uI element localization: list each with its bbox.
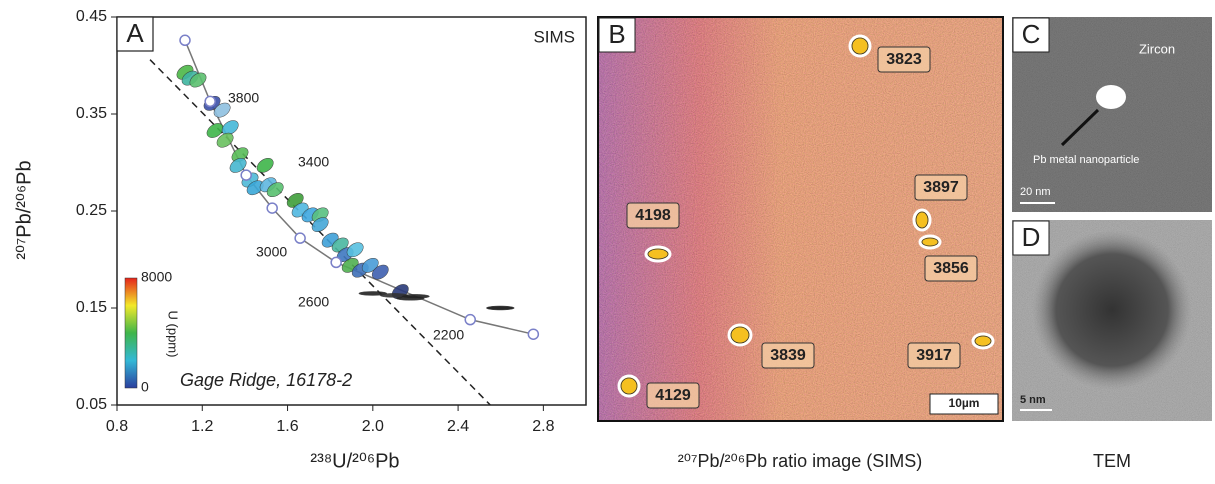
spot-ring — [848, 34, 872, 58]
analysis-ellipse — [221, 120, 239, 135]
caption: ²⁰⁷Pb/²⁰⁶Pb ratio image (SIMS) — [678, 451, 922, 471]
panel-b: B 10µm ²⁰⁷Pb/²⁰⁶Pb ratio image (SIMS) 38… — [597, 16, 1004, 471]
analysis-ellipse — [266, 182, 284, 198]
spot-ring — [617, 374, 641, 398]
concordia-point — [330, 256, 342, 269]
panel-label: C — [1022, 19, 1041, 49]
zircon-label: Zircon — [1139, 41, 1175, 56]
age-label: 3917 — [916, 347, 952, 364]
label-box — [116, 16, 154, 52]
age-box — [907, 342, 961, 369]
panel-frame — [597, 16, 1004, 422]
curve — [149, 59, 491, 405]
spot-ring-inner — [974, 335, 992, 347]
concordia-point — [204, 95, 216, 108]
analysis-ellipse — [401, 294, 430, 299]
age-label: 3897 — [923, 179, 959, 196]
x-axis-label: ²³⁸U/²⁰⁶Pb — [310, 450, 399, 472]
panel-label: A — [126, 18, 144, 48]
scale-label: 20 nm — [1020, 186, 1051, 198]
nanoparticle — [1096, 85, 1126, 109]
analysis-ellipse — [213, 102, 231, 118]
age-label: 3000 — [256, 244, 287, 260]
spot-ring — [644, 245, 672, 263]
plot-a: 3800 3400 3000 2600 2200 0 8000 — [124, 34, 540, 405]
age-box — [914, 174, 968, 201]
analysis-ellipse — [371, 264, 389, 280]
spot-ring-inner — [647, 248, 669, 260]
spot-ring-inner — [921, 237, 939, 247]
panel-label: D — [1022, 222, 1041, 252]
analysis-ellipse — [189, 72, 207, 88]
label-box — [1012, 220, 1050, 256]
analysis-ellipse — [216, 132, 234, 148]
analysis-ellipse — [206, 123, 224, 138]
age-box — [646, 382, 700, 409]
age-label: 4198 — [635, 207, 671, 224]
x-tick-label: 2.4 — [447, 418, 469, 435]
age-label: 3400 — [298, 154, 329, 170]
y-tick-label: 0.35 — [76, 105, 107, 122]
x-tick-label: 1.2 — [191, 418, 213, 435]
nanoparticle — [1032, 230, 1192, 390]
age-box — [924, 255, 978, 282]
y-tick-label: 0.05 — [76, 396, 107, 413]
label-box — [598, 17, 636, 53]
analysis-ellipse — [256, 158, 274, 173]
age-box — [761, 342, 815, 369]
spot-ring-inner — [620, 377, 638, 395]
caption: TEM — [1093, 451, 1131, 471]
x-tick-label: 0.8 — [106, 418, 128, 435]
label-box — [1012, 17, 1050, 53]
age-label: 2600 — [298, 294, 329, 310]
concordia-point — [240, 169, 252, 181]
colorbar-tick-label: 0 — [141, 379, 149, 395]
y-axis-label: ²⁰⁷Pb/²⁰⁶Pb — [13, 160, 35, 259]
colorbar-label: U (ppm) — [166, 311, 181, 358]
concordia-point — [294, 232, 306, 244]
colorbar-tick-label: 8000 — [141, 269, 172, 285]
age-label: 4129 — [655, 387, 691, 404]
spot-ring — [912, 208, 932, 232]
scale-box — [929, 393, 999, 415]
analysis-ellipse — [486, 305, 515, 311]
age-box — [877, 46, 931, 73]
plot-area — [149, 34, 540, 405]
analysis-ellipse — [229, 158, 247, 173]
age-label: 3823 — [886, 51, 922, 68]
scale-label: 10µm — [949, 396, 980, 410]
annotation: Gage Ridge, 16178-2 — [180, 370, 352, 390]
age-box — [626, 202, 680, 229]
y-tick-label: 0.25 — [76, 202, 107, 219]
concordia-point — [464, 313, 476, 326]
panel-label: B — [608, 19, 625, 49]
age-label: 2200 — [433, 327, 464, 343]
concordia-point — [179, 34, 191, 47]
panel-d: D 5 nm — [1012, 220, 1212, 421]
y-tick-label: 0.15 — [76, 299, 107, 316]
panel-c: C Zircon Pb metal nanoparticle 20 nm TEM — [1012, 17, 1212, 471]
particle-label: Pb metal nanoparticle — [1033, 154, 1139, 166]
age-label: 3839 — [770, 347, 806, 364]
x-tick-label: 2.8 — [532, 418, 554, 435]
spot-ring-inner — [851, 37, 869, 55]
analysis-ellipse — [346, 242, 364, 258]
pointer — [1060, 108, 1100, 147]
chart-title: SIMS — [533, 27, 575, 46]
scale-label: 5 nm — [1020, 394, 1046, 406]
x-tick-label: 1.6 — [276, 418, 298, 435]
spot-ring — [727, 323, 753, 347]
spot-ring-inner — [915, 211, 929, 229]
age-label: 3800 — [228, 90, 259, 106]
x-tick-label: 2.0 — [362, 418, 384, 435]
y-tick-label: 0.45 — [76, 8, 107, 25]
age-label: 3856 — [933, 260, 969, 277]
analysis-ellipse — [311, 217, 329, 232]
concordia-point — [527, 328, 540, 340]
colorbar — [124, 277, 138, 389]
concordia-point — [266, 202, 278, 214]
spot-ring-inner — [730, 326, 750, 344]
